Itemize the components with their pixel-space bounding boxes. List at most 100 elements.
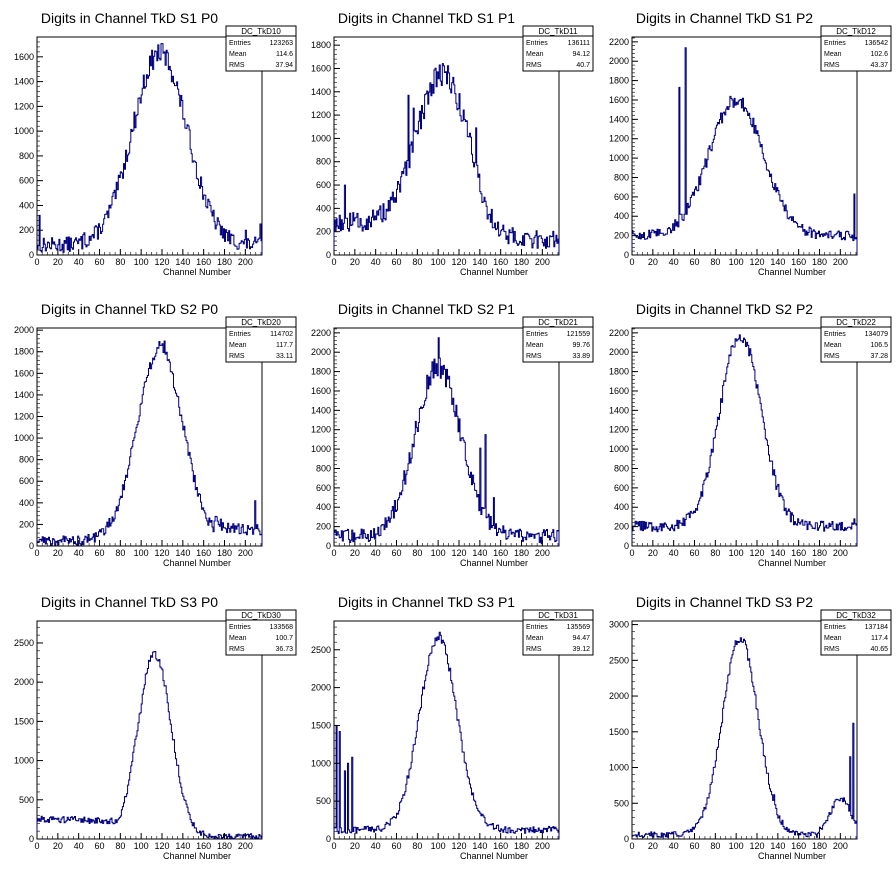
- stats-value: 117.7: [276, 342, 293, 349]
- x-tick-label: 100: [134, 257, 149, 267]
- stats-key: Entries: [229, 40, 251, 47]
- x-tick-label: 160: [791, 257, 806, 267]
- x-tick-label: 60: [391, 257, 401, 267]
- x-tick-label: 80: [115, 257, 125, 267]
- x-tick-label: 120: [749, 548, 764, 558]
- stats-key: RMS: [824, 646, 840, 653]
- x-tick-label: 120: [451, 841, 466, 851]
- y-tick-label: 800: [316, 463, 331, 473]
- y-tick-label: 1000: [609, 763, 629, 773]
- x-tick-label: 140: [472, 548, 487, 558]
- stats-key: Entries: [526, 40, 548, 47]
- stats-key: Mean: [229, 342, 247, 349]
- y-tick-label: 3000: [609, 620, 629, 630]
- x-tick-label: 120: [154, 257, 169, 267]
- x-tick-label: 160: [493, 257, 508, 267]
- histogram-line: [333, 63, 560, 255]
- plot-frame: [333, 327, 560, 547]
- x-tick-label: 20: [350, 548, 360, 558]
- x-tick-label: 200: [833, 257, 848, 267]
- stats-value: 137184: [865, 624, 888, 631]
- y-tick-label: 200: [19, 225, 34, 235]
- x-tick-label: 180: [217, 257, 232, 267]
- x-tick-label: 80: [412, 257, 422, 267]
- x-tick-label: 200: [238, 841, 253, 851]
- y-tick-label: 400: [614, 211, 629, 221]
- stats-name: DC_TkD30: [241, 611, 281, 620]
- histogram-line: [631, 637, 858, 839]
- stats-value: 36.73: [275, 646, 293, 653]
- y-tick-label: 1800: [609, 76, 629, 86]
- x-tick-label: 0: [331, 257, 336, 267]
- histogram-line: [36, 43, 263, 255]
- x-axis-label: Channel Number: [460, 851, 528, 861]
- x-tick-label: 140: [472, 257, 487, 267]
- histogram-line: [36, 651, 263, 840]
- x-tick-label: 40: [371, 548, 381, 558]
- plot-frame: [631, 36, 858, 256]
- x-tick-label: 100: [729, 257, 744, 267]
- y-tick-label: 400: [316, 502, 331, 512]
- x-tick-label: 40: [371, 841, 381, 851]
- stats-value: 39.12: [572, 646, 590, 653]
- stats-value: 121559: [567, 331, 590, 338]
- y-tick-label: 600: [19, 176, 34, 186]
- y-tick-label: 1400: [609, 405, 629, 415]
- stats-key: Entries: [229, 331, 251, 338]
- chart-title: Digits in Channel TkD S2 P2: [636, 301, 813, 317]
- y-tick-label: 1500: [311, 720, 331, 730]
- histogram-panel: Digits in Channel TkD S3 P20500100015002…: [609, 594, 892, 861]
- stats-key: Mean: [229, 635, 247, 642]
- stats-value: 37.28: [870, 353, 888, 360]
- stats-value: 114.6: [276, 51, 293, 58]
- x-tick-label: 200: [833, 841, 848, 851]
- y-tick-label: 200: [614, 522, 629, 532]
- stats-key: RMS: [526, 646, 542, 653]
- histogram-line: [36, 340, 263, 546]
- x-tick-label: 20: [350, 841, 360, 851]
- y-tick-label: 1800: [311, 367, 331, 377]
- stats-value: 33.89: [572, 353, 590, 360]
- stats-key: RMS: [526, 353, 542, 360]
- x-tick-label: 120: [451, 548, 466, 558]
- stats-key: Entries: [229, 624, 251, 631]
- chart-title: Digits in Channel TkD S3 P0: [41, 594, 218, 610]
- stats-key: RMS: [229, 62, 245, 69]
- y-tick-label: 1200: [609, 425, 629, 435]
- x-tick-label: 40: [74, 841, 84, 851]
- x-tick-label: 40: [74, 257, 84, 267]
- x-tick-label: 140: [175, 841, 190, 851]
- x-tick-label: 0: [629, 548, 634, 558]
- stats-value: 135569: [567, 624, 590, 631]
- stats-name: DC_TkD10: [241, 27, 281, 36]
- x-tick-label: 120: [451, 257, 466, 267]
- y-tick-label: 200: [316, 227, 331, 237]
- chart-title: Digits in Channel TkD S1 P2: [636, 10, 813, 26]
- stats-value: 133568: [270, 624, 293, 631]
- x-tick-label: 20: [53, 548, 63, 558]
- histogram-panel: Digits in Channel TkD S2 P00200400600800…: [14, 301, 297, 568]
- stats-box: [225, 609, 297, 656]
- y-tick-label: 1200: [311, 425, 331, 435]
- x-tick-label: 40: [669, 841, 679, 851]
- y-tick-label: 500: [19, 795, 34, 805]
- histogram-line: [631, 47, 858, 255]
- x-tick-label: 40: [371, 257, 381, 267]
- y-tick-label: 1000: [311, 758, 331, 768]
- y-tick-label: 2000: [311, 683, 331, 693]
- x-tick-label: 60: [391, 548, 401, 558]
- x-tick-label: 160: [493, 548, 508, 558]
- stats-value: 94.47: [572, 635, 590, 642]
- y-tick-label: 600: [316, 483, 331, 493]
- x-tick-label: 0: [34, 548, 39, 558]
- histogram-panel: Digits in Channel TkD S2 P10200400600800…: [311, 301, 594, 568]
- x-tick-label: 200: [238, 257, 253, 267]
- x-tick-label: 60: [689, 257, 699, 267]
- x-tick-label: 20: [648, 257, 658, 267]
- stats-value: 37.94: [275, 62, 293, 69]
- y-tick-label: 1400: [609, 114, 629, 124]
- y-tick-label: 400: [19, 200, 34, 210]
- chart-title: Digits in Channel TkD S1 P1: [338, 10, 515, 26]
- y-tick-label: 0: [29, 834, 34, 844]
- histogram-line: [333, 631, 560, 839]
